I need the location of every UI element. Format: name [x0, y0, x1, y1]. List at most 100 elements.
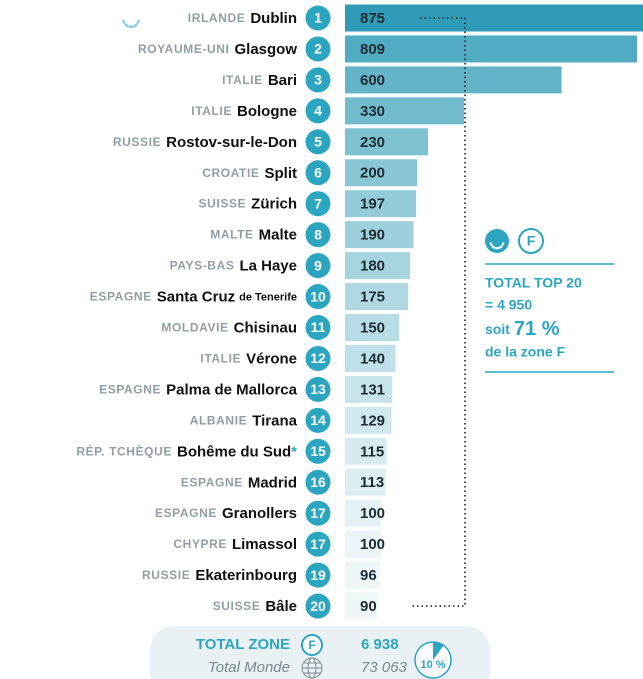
bar — [345, 561, 380, 589]
country: PAYS-BAS — [170, 259, 235, 273]
rank-badge — [305, 98, 331, 124]
bar — [345, 66, 562, 94]
value-label: 96 — [360, 567, 377, 584]
rank-badge — [305, 438, 331, 464]
country: IRLANDE — [188, 11, 246, 25]
row-label: RÉP. TCHÈQUE Bohême du Sud* — [76, 443, 297, 460]
value-label: 180 — [360, 258, 385, 275]
rank-label: 7 — [314, 195, 322, 211]
city: Bari — [268, 72, 297, 89]
city: Granollers — [222, 505, 297, 522]
value-label: 875 — [360, 10, 385, 27]
dotted-guide — [412, 17, 466, 607]
rank-label: 6 — [314, 164, 322, 180]
bar — [345, 283, 409, 311]
rank-label: 17 — [310, 536, 326, 552]
rank-badge — [305, 284, 331, 310]
rank-badge — [305, 562, 331, 588]
rank-badge — [305, 593, 331, 619]
row-label: ESPAGNE Palma de Mallorca — [99, 381, 298, 398]
row-label: ITALIE Bologne — [191, 103, 297, 120]
bar — [345, 4, 643, 32]
country: ROYAUME-UNI — [138, 42, 230, 56]
bar — [345, 375, 393, 403]
rank-label: 20 — [310, 598, 326, 614]
share-line: soit 71 % — [485, 318, 560, 340]
value-label: 190 — [360, 227, 385, 244]
country: CROATIE — [202, 166, 259, 180]
footnote-mark: * — [291, 443, 297, 460]
country: MALTE — [210, 228, 253, 242]
bar — [345, 35, 637, 63]
rank-badge — [305, 36, 331, 62]
value-label: 809 — [360, 41, 385, 58]
rank-badge — [305, 345, 331, 371]
value-label: 115 — [360, 443, 384, 460]
city: La Haye — [239, 258, 297, 275]
city: Glasgow — [234, 41, 297, 58]
value-label: 100 — [360, 505, 385, 522]
zone-code: F — [527, 233, 536, 249]
bar — [345, 252, 410, 280]
rank-badge — [305, 129, 331, 155]
row-label: ESPAGNE Santa Cruz de Tenerife — [90, 289, 297, 306]
rank-label: 5 — [314, 134, 322, 150]
laurel-leaf — [136, 19, 140, 24]
row-label: MOLDAVIE Chisinau — [161, 319, 297, 336]
country: RÉP. TCHÈQUE — [76, 443, 172, 458]
row-label: RUSSIE Rostov-sur-le-Don — [113, 134, 297, 151]
laurel-leaf — [133, 23, 138, 27]
bar — [345, 344, 396, 372]
city: Bohême du Sud — [177, 443, 291, 460]
value-label: 330 — [360, 103, 385, 120]
rank-badge — [305, 160, 331, 186]
city: Palma de Mallorca — [166, 381, 298, 398]
row-label: PAYS-BAS La Haye — [170, 258, 297, 275]
bar — [345, 468, 386, 496]
country: ALBANIE — [190, 414, 248, 428]
row-label: IRLANDE Dublin — [188, 10, 297, 27]
zone-value: 6 938 — [361, 636, 399, 653]
rank-label: 8 — [314, 226, 322, 242]
rank-badge — [305, 222, 331, 248]
row-label: ESPAGNE Granollers — [155, 505, 297, 522]
rank-label: 19 — [310, 567, 326, 583]
rank-label: 14 — [310, 412, 326, 428]
laurel-leaf — [489, 242, 493, 246]
country: ESPAGNE — [155, 506, 217, 520]
rank-badge — [305, 315, 331, 340]
value-label: 140 — [360, 350, 385, 367]
rank-badge — [305, 67, 331, 93]
rank-badge — [305, 407, 331, 433]
city: Split — [265, 165, 298, 182]
rank-label: 13 — [310, 381, 326, 397]
city: Dublin — [250, 10, 297, 27]
row-label: ALBANIE Tirana — [190, 412, 298, 429]
rank-badge — [305, 5, 331, 31]
value-label: 600 — [360, 72, 385, 89]
city: Malte — [259, 227, 297, 244]
country: ESPAGNE — [181, 475, 243, 489]
value-label: 90 — [360, 598, 377, 615]
laurel-leaf — [498, 245, 503, 249]
country: SUISSE — [213, 599, 261, 613]
bar — [345, 437, 387, 465]
laurel-leaf — [122, 19, 126, 24]
city: Ekaterinbourg — [195, 567, 297, 584]
world-label: Total Monde — [208, 659, 290, 676]
row-label: RUSSIE Ekaterinbourg — [142, 567, 297, 584]
country: RUSSIE — [113, 135, 161, 149]
rank-label: 17 — [310, 505, 326, 521]
value-label: 100 — [360, 536, 385, 553]
rank-label: 11 — [311, 319, 326, 335]
share-prefix: soit — [485, 321, 510, 337]
value-label: 150 — [360, 319, 385, 336]
value-label: 230 — [360, 134, 385, 151]
rank-badge — [305, 191, 331, 217]
bar — [345, 221, 414, 249]
rank-badge — [305, 500, 331, 526]
country: RUSSIE — [142, 568, 190, 582]
city: Rostov-sur-le-Don — [166, 134, 297, 151]
laurel-leaf — [124, 23, 129, 28]
country: ITALIE — [200, 352, 241, 366]
